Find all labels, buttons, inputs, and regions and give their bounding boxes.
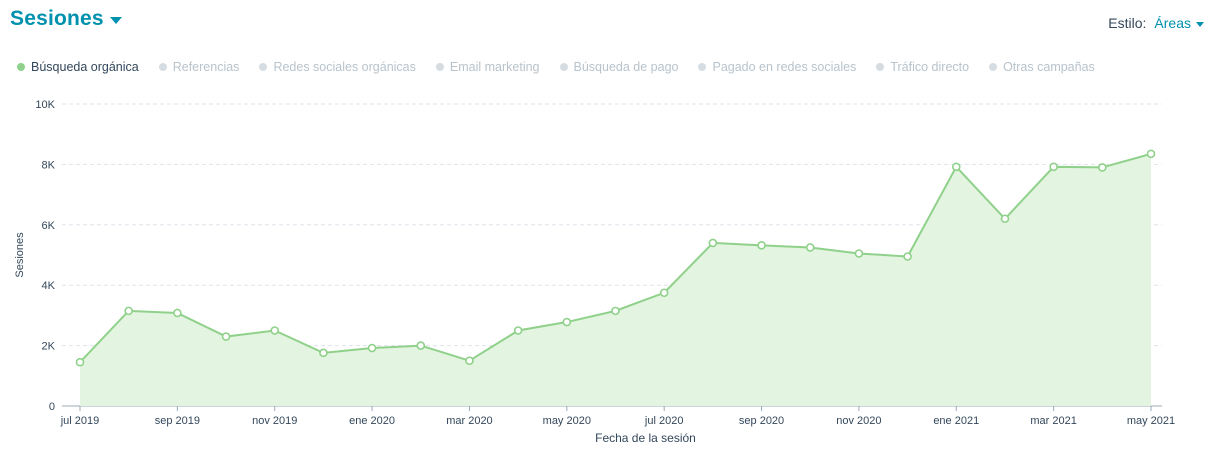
legend-label: Email marketing xyxy=(449,60,540,74)
x-tick-label: nov 2019 xyxy=(252,415,297,427)
legend-dot-icon xyxy=(435,63,444,71)
data-point[interactable] xyxy=(562,317,572,327)
legend-item-pagado-en-redes-sociales[interactable]: Pagado en redes sociales xyxy=(698,60,856,74)
legend-label: Otras campañas xyxy=(1003,60,1095,74)
data-point[interactable] xyxy=(75,357,85,367)
series-area-busqueda-organica xyxy=(80,153,1151,406)
data-point[interactable] xyxy=(611,306,620,316)
legend-dot-icon xyxy=(259,63,268,71)
data-point[interactable] xyxy=(903,252,912,261)
chart-title-dropdown[interactable]: Sesiones xyxy=(10,7,122,31)
data-point[interactable] xyxy=(513,326,523,335)
chevron-down-icon xyxy=(109,16,122,24)
legend-label: Búsqueda orgánica xyxy=(31,60,139,74)
x-tick-label: mar 2020 xyxy=(446,415,492,427)
style-dropdown[interactable]: Áreas xyxy=(1154,15,1204,31)
legend-item-referencias[interactable]: Referencias xyxy=(158,60,240,74)
y-tick-label: 0 xyxy=(49,401,55,413)
page-title: Sesiones xyxy=(10,7,104,30)
y-tick-label: 10K xyxy=(35,99,55,111)
legend-label: Pagado en redes sociales xyxy=(712,60,857,74)
legend-dot-icon xyxy=(698,63,707,71)
legend-dot-icon xyxy=(17,63,25,71)
data-point[interactable] xyxy=(708,238,718,248)
chart-legend: Búsqueda orgánica Referencias Redes soci… xyxy=(17,60,1115,74)
legend-label: Tráfico directo xyxy=(890,60,970,74)
legend-label: Redes sociales orgánicas xyxy=(273,60,416,74)
data-point[interactable] xyxy=(221,332,231,341)
legend-dot-icon xyxy=(989,63,998,71)
x-tick-label: sep 2020 xyxy=(739,415,784,427)
y-tick-label: 4K xyxy=(42,280,56,292)
y-tick-label: 2K xyxy=(42,341,56,353)
legend-item-otras-campanas[interactable]: Otras campañas xyxy=(989,60,1095,74)
data-point[interactable] xyxy=(173,308,182,318)
data-point[interactable] xyxy=(124,306,133,316)
x-tick-label: mar 2021 xyxy=(1030,415,1076,427)
data-point[interactable] xyxy=(805,243,815,252)
x-axis-title: Fecha de la sesión xyxy=(595,431,696,445)
y-tick-label: 6K xyxy=(42,220,56,232)
data-point[interactable] xyxy=(1049,162,1058,172)
y-axis-title: Sesiones xyxy=(14,232,26,278)
x-tick-label: jul 2019 xyxy=(60,415,100,427)
data-point[interactable] xyxy=(951,162,961,172)
x-tick-label: sep 2019 xyxy=(155,415,200,427)
x-tick-label: jul 2020 xyxy=(644,415,684,427)
legend-item-trafico-directo[interactable]: Tráfico directo xyxy=(876,60,969,74)
legend-dot-icon xyxy=(158,63,167,71)
y-tick-label: 8K xyxy=(42,159,56,171)
legend-item-email-marketing[interactable]: Email marketing xyxy=(435,60,540,74)
legend-label: Búsqueda de pago xyxy=(573,60,679,74)
data-point[interactable] xyxy=(757,241,766,250)
x-tick-label: may 2021 xyxy=(1127,415,1175,427)
data-point[interactable] xyxy=(416,341,426,350)
legend-item-redes-sociales-organicas[interactable]: Redes sociales orgánicas xyxy=(259,60,416,74)
legend-dot-icon xyxy=(876,63,885,71)
x-tick-label: ene 2021 xyxy=(933,415,979,427)
style-label: Estilo: xyxy=(1108,15,1147,31)
data-point[interactable] xyxy=(319,348,328,358)
x-tick-label: ene 2020 xyxy=(349,415,395,427)
x-tick-label: nov 2020 xyxy=(836,415,881,427)
chevron-down-icon xyxy=(1196,21,1204,27)
style-value-text: Áreas xyxy=(1154,15,1191,31)
data-point[interactable] xyxy=(1000,214,1010,224)
legend-label: Referencias xyxy=(172,60,240,74)
legend-item-busqueda-organica[interactable]: Búsqueda orgánica xyxy=(17,60,139,74)
data-point[interactable] xyxy=(659,288,669,298)
legend-item-busqueda-de-pago[interactable]: Búsqueda de pago xyxy=(559,60,679,74)
data-point[interactable] xyxy=(270,326,280,335)
data-point[interactable] xyxy=(367,343,377,353)
data-point[interactable] xyxy=(1098,163,1107,172)
data-point[interactable] xyxy=(1146,149,1156,159)
legend-dot-icon xyxy=(559,63,568,71)
x-tick-label: may 2020 xyxy=(543,415,591,427)
style-selector: Estilo: Áreas xyxy=(1108,15,1204,31)
data-point[interactable] xyxy=(854,249,864,258)
data-point[interactable] xyxy=(465,356,474,366)
